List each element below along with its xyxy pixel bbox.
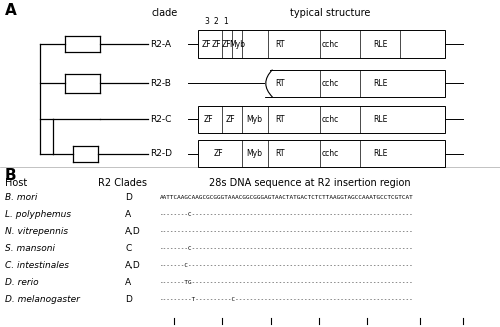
Text: cchc: cchc xyxy=(322,115,338,124)
Text: Myb: Myb xyxy=(230,40,246,49)
Text: A: A xyxy=(125,210,131,219)
Text: RT: RT xyxy=(275,149,285,158)
Text: R2-D: R2-D xyxy=(150,149,172,158)
Text: 3: 3 xyxy=(204,17,209,26)
Text: D. melanogaster: D. melanogaster xyxy=(5,295,80,304)
Text: RLE: RLE xyxy=(373,115,387,124)
Text: ZF: ZF xyxy=(202,40,211,49)
Text: -------TG-------------------------------------------------------------: -------TG-------------------------------… xyxy=(160,280,414,285)
Text: C: C xyxy=(125,244,131,253)
Text: cchc: cchc xyxy=(322,149,338,158)
Text: C. intestinales: C. intestinales xyxy=(5,261,69,270)
Text: ZF: ZF xyxy=(204,115,214,124)
Text: D: D xyxy=(125,295,132,304)
Text: 28s DNA sequence at R2 insertion region: 28s DNA sequence at R2 insertion region xyxy=(209,178,411,188)
Text: A,D: A,D xyxy=(125,227,141,236)
Text: ZF: ZF xyxy=(211,40,221,49)
Text: N. vitrepennis: N. vitrepennis xyxy=(5,227,68,236)
Text: typical structure: typical structure xyxy=(290,8,370,18)
Text: cchc: cchc xyxy=(322,79,338,88)
Text: A: A xyxy=(125,278,131,287)
Bar xyxy=(264,70,270,97)
Text: D: D xyxy=(125,193,132,202)
Text: Host: Host xyxy=(5,178,27,188)
Text: RLE: RLE xyxy=(373,149,387,158)
Text: ----------------------------------------------------------------------: ----------------------------------------… xyxy=(160,229,414,234)
Text: A,D: A,D xyxy=(125,261,141,270)
Text: --------C-------------------------------------------------------------: --------C-------------------------------… xyxy=(160,246,414,251)
Text: RT: RT xyxy=(275,79,285,88)
Text: RT: RT xyxy=(275,115,285,124)
Text: RT: RT xyxy=(275,40,285,49)
Text: R2 Clades: R2 Clades xyxy=(98,178,146,188)
Text: RLE: RLE xyxy=(373,40,387,49)
Text: S. mansoni: S. mansoni xyxy=(5,244,55,253)
Text: B: B xyxy=(5,168,16,183)
Text: ZF: ZF xyxy=(221,40,231,49)
Bar xyxy=(198,106,445,133)
Text: R2-C: R2-C xyxy=(150,115,172,124)
Text: R2-B: R2-B xyxy=(150,79,171,88)
Text: AATTCAAGCAAGCGCGGGTAAACGGCGGGAGTAACTATGACTCTCTTAAGGTAGCCAAATGCCTCGTCAT: AATTCAAGCAAGCGCGGGTAAACGGCGGGAGTAACTATGA… xyxy=(160,195,414,200)
Text: R2-A: R2-A xyxy=(150,40,171,49)
Text: Myb: Myb xyxy=(246,115,262,124)
Text: cchc: cchc xyxy=(322,40,338,49)
Text: B. mori: B. mori xyxy=(5,193,38,202)
Bar xyxy=(198,30,445,58)
Text: L. polyphemus: L. polyphemus xyxy=(5,210,71,219)
Text: 2: 2 xyxy=(214,17,218,26)
Text: D. rerio: D. rerio xyxy=(5,278,38,287)
Text: ---------T----------C-------------------------------------------------: ---------T----------C-------------------… xyxy=(160,297,414,302)
Text: -------C--------------------------------------------------------------: -------C--------------------------------… xyxy=(160,263,414,268)
Text: ZF: ZF xyxy=(225,115,235,124)
Text: Myb: Myb xyxy=(246,149,262,158)
Text: 1: 1 xyxy=(224,17,228,26)
Text: --------C-------------------------------------------------------------: --------C-------------------------------… xyxy=(160,212,414,217)
Text: A: A xyxy=(5,3,17,18)
Text: RLE: RLE xyxy=(373,79,387,88)
Bar xyxy=(198,140,445,167)
Text: clade: clade xyxy=(152,8,178,18)
Text: ZF: ZF xyxy=(213,149,223,158)
Bar xyxy=(265,70,445,97)
